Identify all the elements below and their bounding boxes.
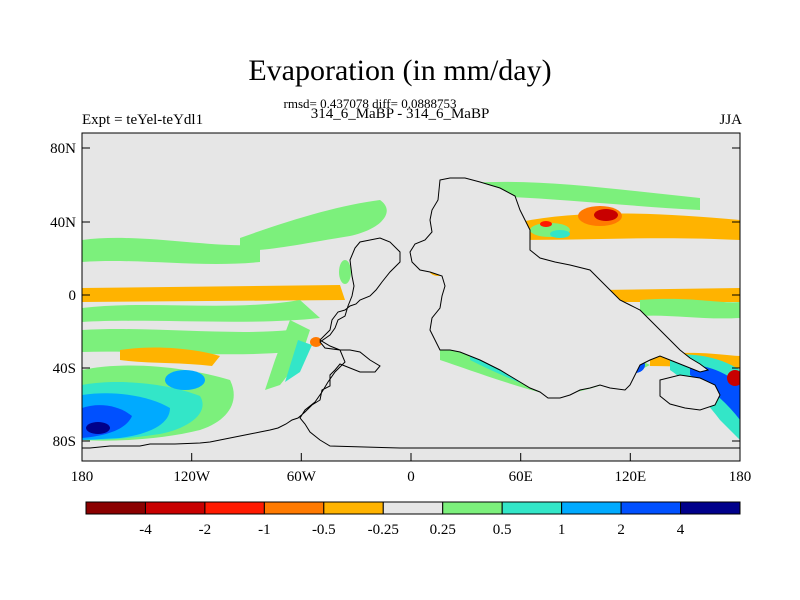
contour-orange-sh-mid — [120, 347, 220, 366]
experiment-label: Expt = teYel-teYdl1 — [82, 112, 204, 128]
colorbar-swatch — [501, 501, 563, 515]
contour-orange-eq-east — [600, 288, 740, 302]
y-tick-label: 80N — [50, 141, 76, 157]
x-tick-label: 120W — [173, 469, 211, 485]
land-americas — [82, 237, 740, 461]
colorbar-swatch — [442, 501, 503, 515]
contour-green-epac — [640, 298, 740, 319]
colorbar-label: -1 — [258, 522, 271, 538]
x-tick-label: 60W — [287, 469, 317, 485]
colorbar-label: -0.5 — [312, 522, 336, 538]
colorbar-swatch — [620, 501, 682, 515]
land-mask — [82, 177, 740, 461]
colorbar-label: -0.25 — [368, 522, 399, 538]
colorbar-label: 4 — [677, 522, 685, 538]
colorbar-swatch — [204, 501, 265, 515]
colorbar-label: -2 — [199, 522, 212, 538]
colorbar — [85, 501, 741, 515]
colorbar-labels: -4 -2 -1 -0.5 -0.25 0.25 0.5 1 2 4 — [139, 522, 685, 538]
colorbar-swatch — [263, 501, 325, 515]
contour-asia-red2 — [540, 221, 552, 227]
contour-se-pacific-red — [727, 370, 740, 386]
colorbar-label: 2 — [617, 522, 625, 538]
x-tick-label: 0 — [407, 469, 415, 485]
y-tick-label: 40S — [53, 361, 76, 377]
contour-sh-west-blue2 — [165, 370, 205, 390]
x-tick-label: 120E — [614, 469, 646, 485]
x-tick-label: 180 — [729, 469, 752, 485]
y-tick-label: 80S — [53, 434, 76, 450]
contour-tropatl-green — [339, 260, 351, 284]
colorbar-label: -4 — [139, 522, 152, 538]
x-tick-label: 60E — [509, 469, 533, 485]
contour-field — [82, 177, 740, 461]
contour-green-sh-mid — [82, 329, 290, 355]
colorbar-swatch — [382, 501, 444, 515]
colorbar-swatch — [85, 501, 146, 515]
contour-camerica-orange — [310, 337, 322, 347]
contour-sh-west-darkblue — [86, 422, 110, 434]
stats-line: rmsd= 0.437078 diff= 0.0888753 — [283, 96, 457, 111]
contour-orange-eq-west — [82, 285, 345, 302]
plot-title: Evaporation (in mm/day) — [248, 54, 552, 87]
colorbar-swatch — [323, 501, 384, 515]
contour-asia-cyan — [550, 230, 570, 238]
contour-green-w-nh — [82, 237, 260, 264]
colorbar-swatch — [680, 501, 741, 515]
land-eurasia-africa — [409, 177, 710, 399]
contour-samerica-green — [265, 320, 310, 390]
colorbar-swatch — [144, 501, 206, 515]
contour-green-pac-n — [470, 181, 700, 210]
colorbar-label: 1 — [558, 522, 566, 538]
y-axis — [82, 147, 740, 442]
y-tick-label: 40N — [50, 215, 76, 231]
comparison-label: 314_6_MaBP - 314_6_MaBP — [310, 106, 490, 122]
contour-orange-pac-n — [520, 213, 740, 240]
contour-asia-red — [594, 209, 618, 221]
contour-samerica-cyan — [285, 340, 312, 382]
season-label: JJA — [719, 112, 742, 128]
y-tick-label: 0 — [69, 288, 77, 304]
colorbar-label: 0.25 — [430, 522, 456, 538]
x-axis — [81, 453, 741, 461]
contour-green-w-trop — [82, 300, 320, 322]
x-tick-label: 180 — [71, 469, 94, 485]
land-australia — [659, 374, 721, 411]
colorbar-swatch — [561, 501, 622, 515]
contour-green-atl — [240, 200, 387, 251]
colorbar-label: 0.5 — [493, 522, 512, 538]
